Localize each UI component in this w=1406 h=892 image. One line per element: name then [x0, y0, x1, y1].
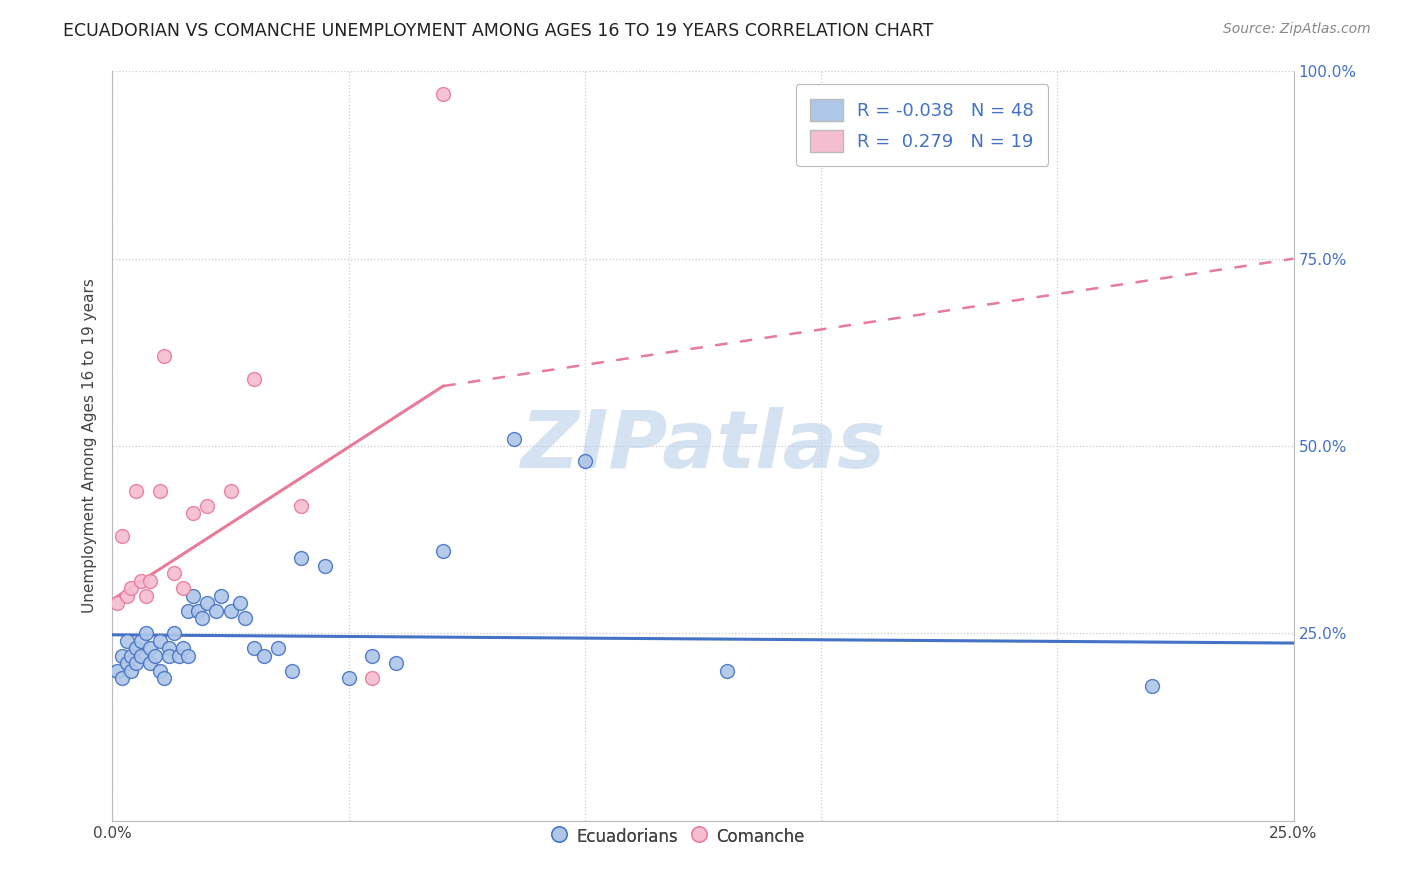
Point: [135, 589, 157, 603]
Legend: Ecuadorians, Comanche: Ecuadorians, Comanche: [548, 820, 811, 854]
Text: Source: ZipAtlas.com: Source: ZipAtlas.com: [1223, 22, 1371, 37]
Point: [432, 544, 454, 558]
Point: [290, 499, 312, 513]
Point: [153, 349, 176, 363]
Point: [233, 611, 256, 625]
Point: [229, 596, 252, 610]
Point: [129, 633, 152, 648]
Point: [149, 664, 172, 678]
Point: [129, 648, 152, 663]
Point: [163, 566, 186, 581]
Point: [361, 671, 384, 685]
Point: [574, 454, 596, 468]
Point: [120, 664, 142, 678]
Point: [716, 664, 738, 678]
Point: [503, 432, 526, 446]
Point: [172, 641, 194, 656]
Point: [181, 507, 204, 521]
Point: [111, 648, 134, 663]
Point: [105, 664, 128, 678]
Point: [157, 641, 180, 656]
Point: [120, 582, 142, 596]
Point: [243, 641, 266, 656]
Point: [143, 648, 166, 663]
Point: [125, 657, 148, 671]
Point: [153, 671, 176, 685]
Point: [115, 589, 138, 603]
Text: ECUADORIAN VS COMANCHE UNEMPLOYMENT AMONG AGES 16 TO 19 YEARS CORRELATION CHART: ECUADORIAN VS COMANCHE UNEMPLOYMENT AMON…: [63, 22, 934, 40]
Point: [253, 648, 276, 663]
Point: [115, 657, 138, 671]
Point: [125, 483, 148, 498]
Point: [314, 558, 336, 573]
Point: [181, 589, 204, 603]
Point: [209, 589, 232, 603]
Point: [163, 626, 186, 640]
Point: [129, 574, 152, 588]
Point: [120, 648, 142, 663]
Point: [172, 582, 194, 596]
Point: [281, 664, 304, 678]
Point: [267, 641, 290, 656]
Point: [111, 529, 134, 543]
Point: [191, 611, 214, 625]
Point: [149, 633, 172, 648]
Text: ZIPatlas: ZIPatlas: [520, 407, 886, 485]
Point: [195, 596, 218, 610]
Point: [157, 648, 180, 663]
Point: [125, 641, 148, 656]
Point: [111, 671, 134, 685]
Point: [361, 648, 384, 663]
Point: [177, 604, 200, 618]
Point: [139, 641, 162, 656]
Point: [139, 574, 162, 588]
Point: [385, 657, 408, 671]
Point: [139, 657, 162, 671]
Point: [337, 671, 360, 685]
Point: [149, 483, 172, 498]
Point: [195, 499, 218, 513]
Point: [186, 604, 208, 618]
Point: [135, 626, 157, 640]
Point: [205, 604, 228, 618]
Point: [1140, 679, 1163, 693]
Point: [219, 604, 242, 618]
Point: [290, 551, 312, 566]
Point: [167, 648, 190, 663]
Point: [105, 596, 128, 610]
Point: [219, 483, 242, 498]
Point: [243, 371, 266, 385]
Point: [115, 633, 138, 648]
Point: [177, 648, 200, 663]
Point: [432, 87, 454, 101]
Y-axis label: Unemployment Among Ages 16 to 19 years: Unemployment Among Ages 16 to 19 years: [82, 278, 97, 614]
